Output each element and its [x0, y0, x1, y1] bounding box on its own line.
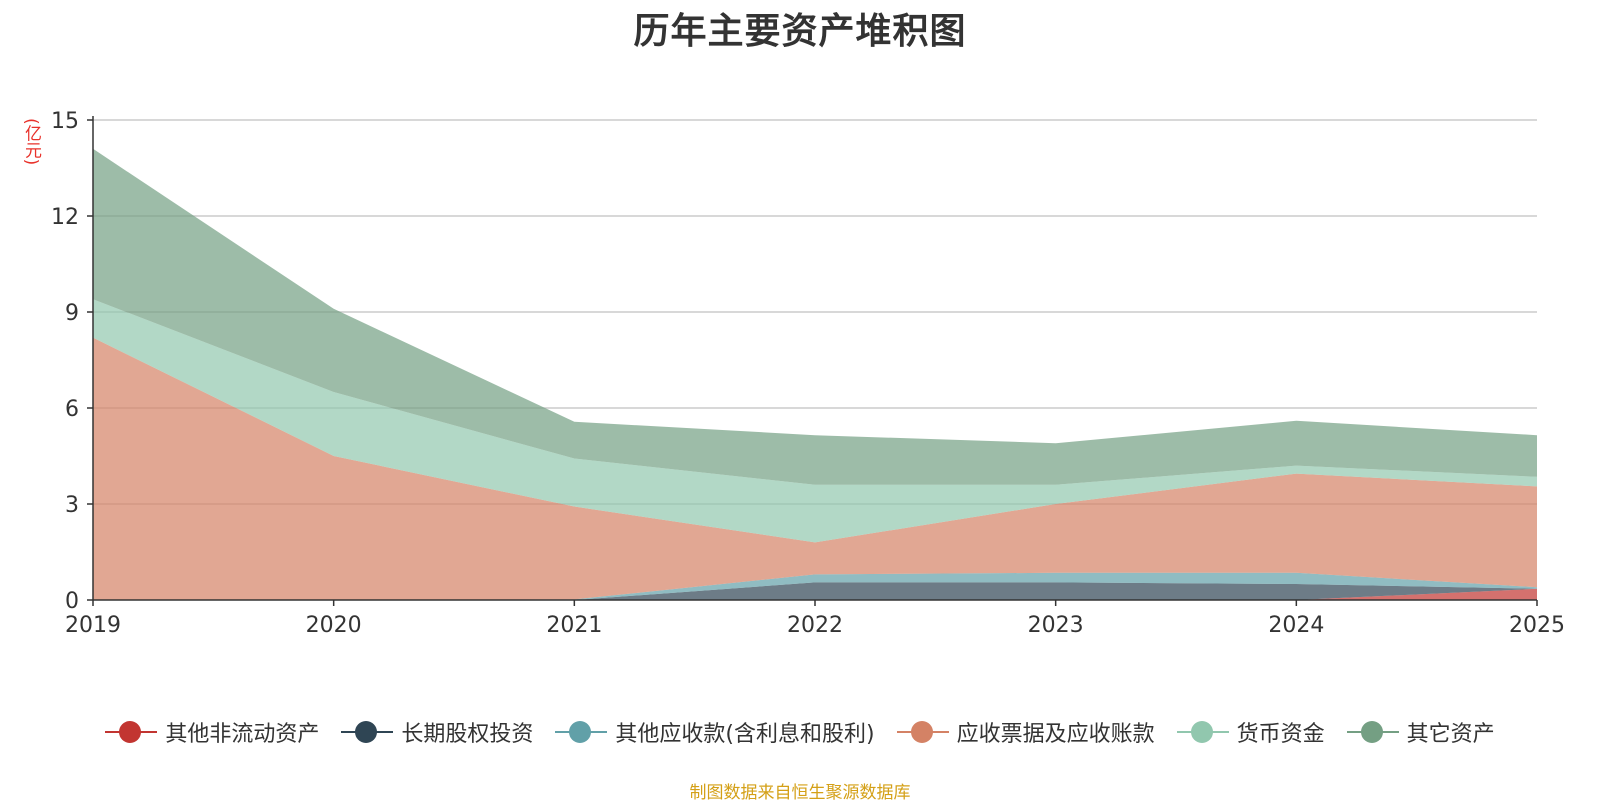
legend-marker — [896, 719, 949, 745]
area-series-1 — [93, 582, 1537, 600]
x-tick-label: 2024 — [1268, 613, 1324, 638]
legend-label: 其他非流动资产 — [165, 722, 320, 747]
area-series-2 — [93, 572, 1537, 600]
x-tick-label: 2023 — [1028, 613, 1084, 638]
legend-label: 货币资金 — [1236, 722, 1325, 747]
x-tick-label: 2020 — [306, 613, 362, 638]
legend-label: 其他应收款(含利息和股利) — [615, 722, 875, 747]
x-tick-label: 2022 — [787, 613, 843, 638]
y-tick-label: 3 — [65, 493, 79, 518]
legend-marker — [105, 719, 158, 745]
legend-label: 长期股权投资 — [401, 722, 534, 747]
legend-item-1[interactable]: 长期股权投资 — [341, 716, 533, 748]
x-tick-label: 2021 — [546, 613, 602, 638]
x-tick-label: 2019 — [65, 613, 121, 638]
y-tick-label: 15 — [51, 109, 79, 134]
legend-label: 其它资产 — [1406, 722, 1495, 747]
legend-marker — [341, 719, 394, 745]
chart-title: 历年主要资产堆积图 — [633, 11, 967, 52]
y-axis-unit-label: (亿元) — [21, 118, 41, 166]
legend-marker — [1346, 719, 1399, 745]
legend-item-5[interactable]: 其它资产 — [1346, 716, 1495, 748]
legend-marker — [555, 719, 608, 745]
area-series-3 — [93, 337, 1537, 600]
source-note: 制图数据来自恒生聚源数据库 — [689, 783, 911, 803]
area-series-0 — [93, 588, 1537, 600]
y-tick-label: 9 — [65, 301, 79, 326]
legend-item-0[interactable]: 其他非流动资产 — [105, 716, 319, 748]
y-tick-label: 6 — [65, 397, 79, 422]
legend: 其他非流动资产 长期股权投资 其他应收款(含利息和股利) 应收票据及应收账款 货币资金 其… — [0, 716, 1600, 748]
area-series-4 — [93, 299, 1537, 543]
area-series-5 — [93, 148, 1537, 485]
legend-item-4[interactable]: 货币资金 — [1176, 716, 1325, 748]
legend-item-3[interactable]: 应收票据及应收账款 — [896, 716, 1155, 748]
stacked-area-chart: 0 3 6 9 12 15 2019 2020 2021 2022 2023 2024 2025 — [51, 109, 1565, 638]
x-tick-label: 2025 — [1509, 613, 1565, 638]
y-tick-label: 12 — [51, 205, 79, 230]
y-tick-label: 0 — [65, 589, 79, 614]
legend-item-2[interactable]: 其他应收款(含利息和股利) — [555, 716, 875, 748]
legend-marker — [1176, 719, 1229, 745]
legend-label: 应收票据及应收账款 — [956, 722, 1155, 747]
